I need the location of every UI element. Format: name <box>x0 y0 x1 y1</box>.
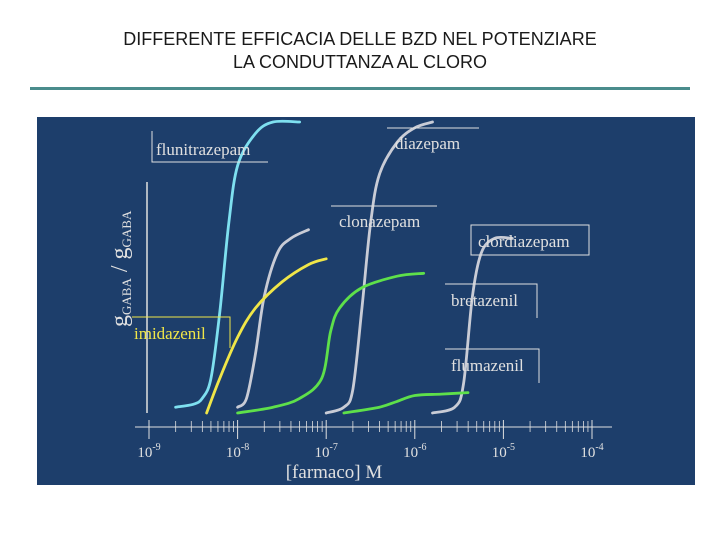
series-line-flunitrazepam <box>174 119 301 409</box>
x-tick-label: 10-7 <box>315 442 338 461</box>
chart-panel: 10-9 10-8 10-7 10-6 10-5 10-4 [farmaco] M gGABA… <box>37 117 695 485</box>
series-line-bretazenil <box>236 271 426 415</box>
x-axis-label: [farmaco] M <box>286 462 383 483</box>
series-line-clordiazepam <box>431 235 514 415</box>
series-label-imidazenil: imidazenil <box>134 324 206 343</box>
title-divider <box>30 87 690 90</box>
slide-title-line-1: DIFFERENTE EFFICACIA DELLE BZD NEL POTEN… <box>123 29 597 49</box>
x-tick-label: 10-6 <box>403 442 426 461</box>
series-line-imidazenil <box>205 257 328 415</box>
series-label-clordiazepam: clordiazepam <box>478 232 570 251</box>
series-label-flumazenil: flumazenil <box>451 356 524 375</box>
series-line-flumazenil <box>342 391 470 415</box>
chart-svg: 10-9 10-8 10-7 10-6 10-5 10-4 [farmaco] M gGABA… <box>107 119 612 483</box>
x-tick-label: 10-8 <box>226 442 249 461</box>
series-label-clonazepam: clonazepam <box>339 212 420 231</box>
label-frame <box>470 224 590 256</box>
x-tick-label: 10-9 <box>137 442 160 461</box>
series-label-diazepam: diazepam <box>395 134 460 153</box>
label-frame <box>132 316 231 348</box>
label-frame <box>151 131 268 163</box>
series-line-diazepam <box>324 120 434 415</box>
x-tick-label: 10-4 <box>580 442 603 461</box>
slide-title: DIFFERENTE EFFICACIA DELLE BZD NEL POTEN… <box>0 28 720 74</box>
y-axis-label: gGABA / gGABA <box>107 210 134 327</box>
series-label-bretazenil: bretazenil <box>451 291 518 310</box>
series-label-flunitrazepam: flunitrazepam <box>156 140 250 159</box>
x-tick-label: 10-5 <box>492 442 515 461</box>
slide-title-line-2: LA CONDUTTANZA AL CLORO <box>232 52 488 72</box>
label-frame <box>445 348 540 383</box>
label-frame <box>445 283 538 318</box>
